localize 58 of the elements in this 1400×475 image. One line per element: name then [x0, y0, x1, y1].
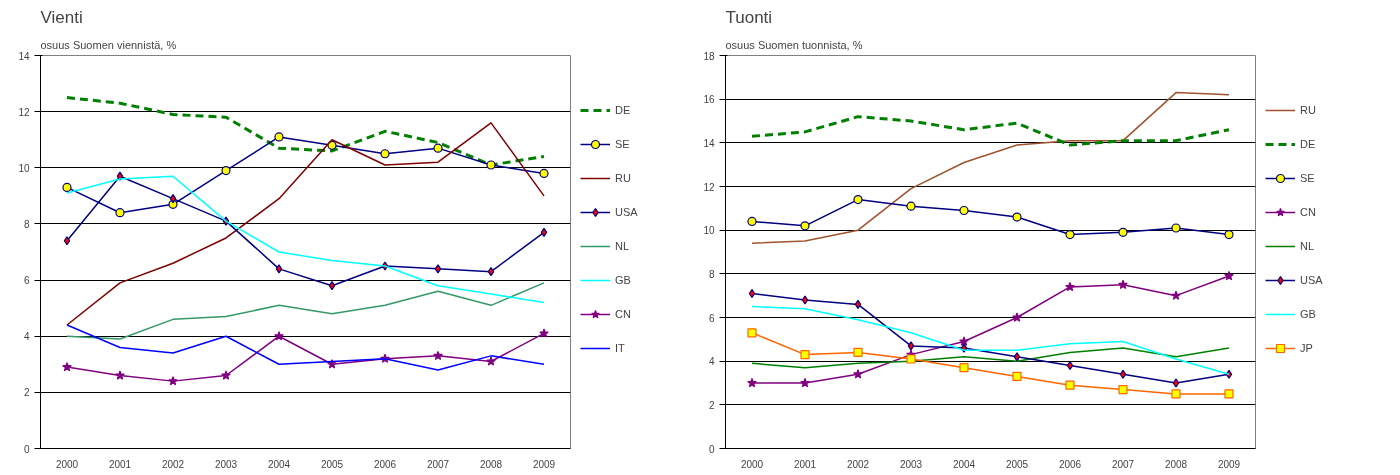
- legend-label: USA: [1300, 274, 1323, 286]
- x-tick-label: 2001: [108, 458, 132, 470]
- x-tick-label: 2003: [214, 458, 238, 470]
- legend-label: USA: [615, 206, 638, 218]
- x-tick-label: 2008: [479, 458, 503, 470]
- y-tick-label: 0: [23, 443, 30, 455]
- legend-label: GB: [615, 274, 632, 286]
- y-tick-label: 4: [708, 356, 715, 368]
- y-tick-label: 8: [708, 268, 715, 280]
- x-tick-label: 2002: [161, 458, 185, 470]
- legend-label: CN: [1300, 206, 1317, 218]
- x-tick-label: 2004: [952, 458, 976, 470]
- x-tick-label: 2008: [1164, 458, 1188, 470]
- x-tick-label: 2005: [320, 458, 344, 470]
- legend-label: RU: [1300, 104, 1317, 116]
- y-tick-label: 2: [23, 387, 30, 399]
- chart-subtitle: osuus Suomen tuonnista, %: [725, 38, 863, 51]
- x-tick-label: 2007: [1111, 458, 1135, 470]
- y-tick-label: 4: [23, 331, 30, 343]
- legend-label: JP: [1300, 342, 1314, 354]
- y-tick-label: 14: [18, 50, 30, 62]
- x-tick-label: 2000: [55, 458, 79, 470]
- x-tick-label: 2007: [426, 458, 450, 470]
- chart-subtitle: osuus Suomen viennistä, %: [40, 38, 177, 51]
- legend-label: NL: [1300, 240, 1316, 252]
- chart-title: Vienti: [40, 7, 83, 27]
- legend-label: CN: [615, 308, 632, 320]
- x-tick-label: 2003: [899, 458, 923, 470]
- chart-title: Tuonti: [725, 7, 773, 27]
- y-tick-label: 12: [18, 106, 30, 118]
- x-tick-label: 2005: [1005, 458, 1029, 470]
- y-tick-label: 12: [703, 181, 715, 193]
- x-tick-label: 2009: [532, 458, 556, 470]
- x-tick-label: 2006: [373, 458, 397, 470]
- x-tick-label: 2009: [1217, 458, 1241, 470]
- y-tick-label: 2: [708, 399, 715, 411]
- y-tick-label: 6: [23, 275, 30, 287]
- y-tick-label: 14: [703, 137, 715, 149]
- x-tick-label: 2006: [1058, 458, 1082, 470]
- y-tick-label: 0: [708, 443, 715, 455]
- x-tick-label: 2001: [793, 458, 817, 470]
- legend-label: SE: [615, 138, 631, 150]
- legend-label: IT: [615, 342, 626, 354]
- y-tick-label: 16: [703, 94, 715, 106]
- y-tick-label: 8: [23, 218, 30, 230]
- y-tick-label: 10: [18, 162, 30, 174]
- legend-label: RU: [615, 172, 632, 184]
- x-tick-label: 2002: [846, 458, 870, 470]
- legend-label: DE: [1300, 138, 1317, 150]
- x-tick-label: 2004: [267, 458, 291, 470]
- y-tick-label: 6: [708, 312, 715, 324]
- y-tick-label: 10: [703, 225, 715, 237]
- x-tick-label: 2000: [740, 458, 764, 470]
- legend-label: DE: [615, 104, 632, 116]
- legend-label: GB: [1300, 308, 1317, 320]
- legend-label: SE: [1300, 172, 1316, 184]
- y-tick-label: 18: [703, 50, 715, 62]
- legend-label: NL: [615, 240, 631, 252]
